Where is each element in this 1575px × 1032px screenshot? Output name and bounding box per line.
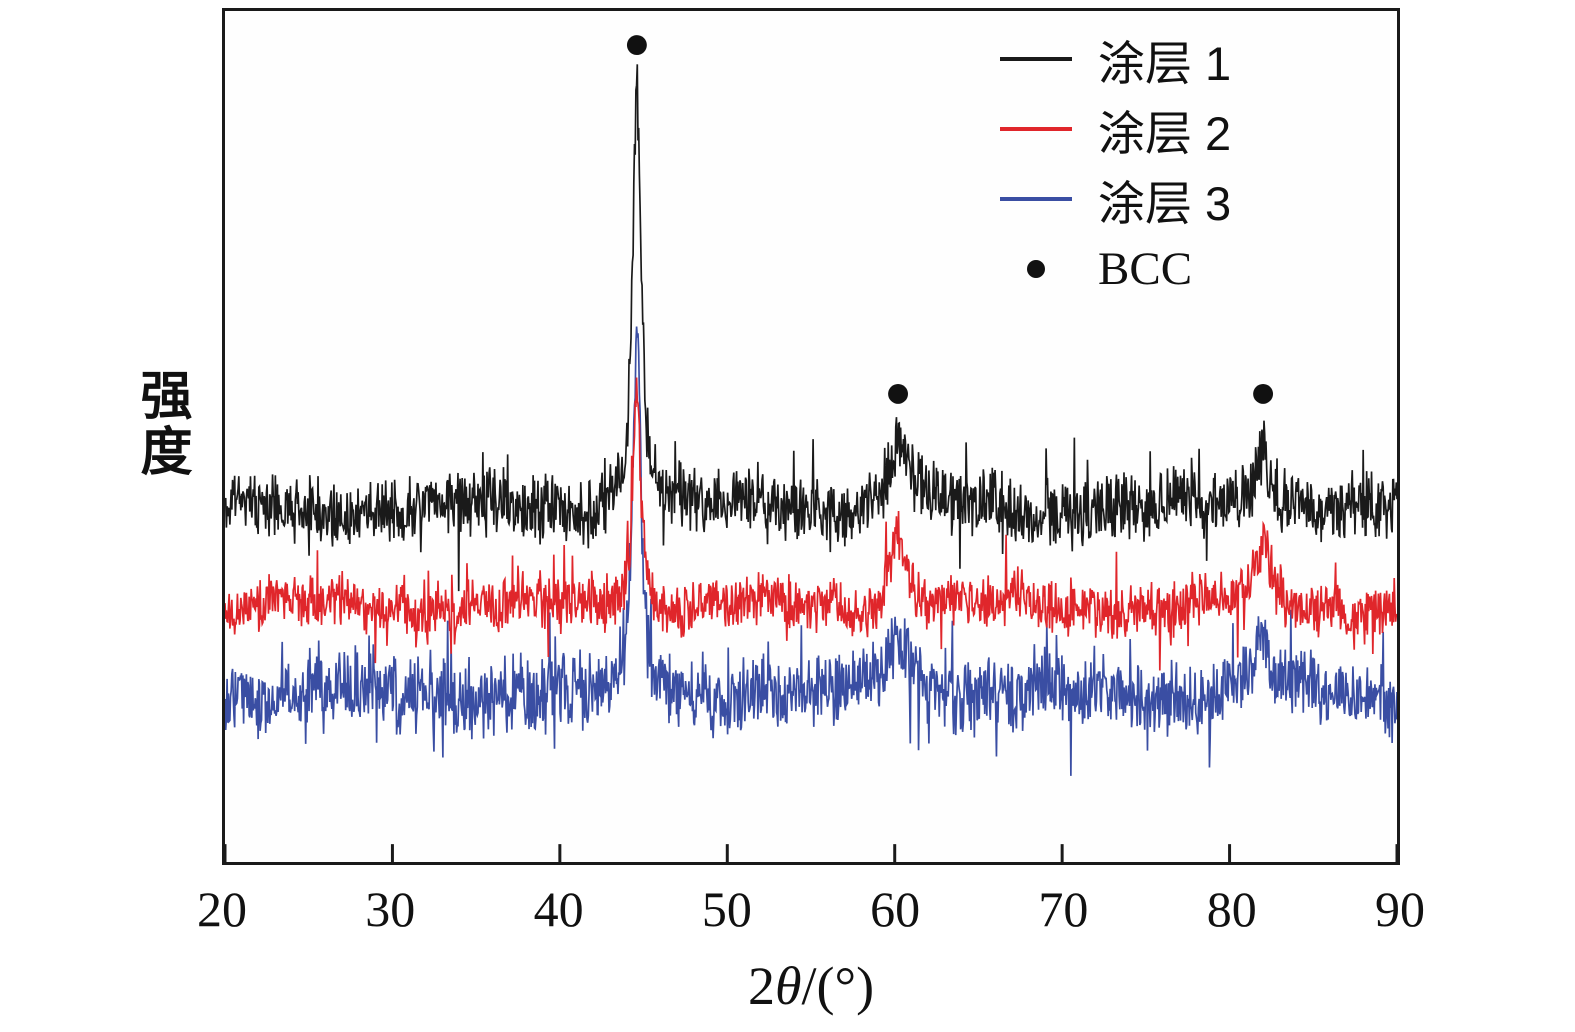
legend-item-coating-1: 涂层 1 — [1000, 29, 1231, 90]
plot-canvas — [225, 35, 1397, 862]
legend-label: 涂层 2 — [1098, 106, 1232, 160]
x-tick-label: 60 — [870, 881, 921, 937]
bcc-peak-marker — [1253, 383, 1274, 404]
x-tick-label: 90 — [1375, 881, 1425, 937]
legend-label: 涂层 3 — [1098, 176, 1232, 230]
bcc-peak-marker — [888, 383, 909, 404]
x-tick-label: 80 — [1206, 881, 1257, 937]
series-2-line-swatch — [1000, 99, 1072, 159]
legend: 涂层 1 涂层 2 涂层 3 BCC — [1000, 29, 1231, 299]
y-axis-label: 强度 — [132, 368, 190, 480]
bcc-dot-icon — [1000, 239, 1072, 299]
bcc-peak-marker — [626, 35, 647, 55]
series-1-line-swatch — [1000, 29, 1072, 89]
series-line-1 — [225, 64, 1397, 592]
legend-label: 涂层 1 — [1098, 36, 1232, 90]
legend-label: BCC — [1098, 243, 1193, 295]
plot-area: 涂层 1 涂层 2 涂层 3 BCC — [222, 8, 1400, 865]
legend-item-bcc: BCC — [1000, 239, 1231, 299]
x-tick-label: 70 — [1038, 881, 1089, 937]
x-tick-label: 20 — [197, 881, 247, 937]
series-3-line-swatch — [1000, 169, 1072, 229]
legend-item-coating-2: 涂层 2 — [1000, 99, 1231, 160]
x-tick-label: 50 — [701, 881, 752, 937]
series-line-3 — [225, 326, 1397, 776]
x-axis-ticks: 20 30 40 50 60 70 80 90 — [197, 880, 1425, 940]
legend-item-coating-3: 涂层 3 — [1000, 169, 1231, 230]
series-line-2 — [225, 377, 1397, 671]
theta-symbol: θ — [774, 956, 802, 1016]
x-tick-label: 30 — [365, 881, 416, 937]
x-axis-label: 2θ/(°) — [747, 956, 875, 1016]
x-tick-label: 40 — [533, 881, 584, 937]
